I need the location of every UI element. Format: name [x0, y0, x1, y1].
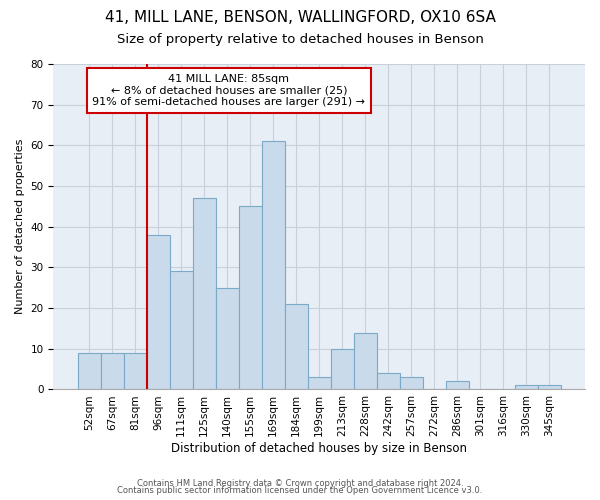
Bar — [354, 332, 377, 390]
Bar — [308, 378, 331, 390]
Bar — [124, 353, 146, 390]
Bar — [377, 373, 400, 390]
Text: 41 MILL LANE: 85sqm
← 8% of detached houses are smaller (25)
91% of semi-detache: 41 MILL LANE: 85sqm ← 8% of detached hou… — [92, 74, 365, 107]
Bar — [77, 353, 101, 390]
Bar — [215, 288, 239, 390]
Bar — [193, 198, 215, 390]
Y-axis label: Number of detached properties: Number of detached properties — [15, 139, 25, 314]
Bar — [400, 378, 423, 390]
Bar — [146, 235, 170, 390]
Bar — [284, 304, 308, 390]
X-axis label: Distribution of detached houses by size in Benson: Distribution of detached houses by size … — [171, 442, 467, 455]
Bar — [239, 206, 262, 390]
Bar — [170, 272, 193, 390]
Bar — [538, 386, 561, 390]
Bar — [446, 382, 469, 390]
Text: Contains public sector information licensed under the Open Government Licence v3: Contains public sector information licen… — [118, 486, 482, 495]
Text: 41, MILL LANE, BENSON, WALLINGFORD, OX10 6SA: 41, MILL LANE, BENSON, WALLINGFORD, OX10… — [104, 10, 496, 25]
Text: Contains HM Land Registry data © Crown copyright and database right 2024.: Contains HM Land Registry data © Crown c… — [137, 478, 463, 488]
Bar — [262, 142, 284, 390]
Bar — [101, 353, 124, 390]
Text: Size of property relative to detached houses in Benson: Size of property relative to detached ho… — [116, 32, 484, 46]
Bar — [331, 349, 354, 390]
Bar — [515, 386, 538, 390]
